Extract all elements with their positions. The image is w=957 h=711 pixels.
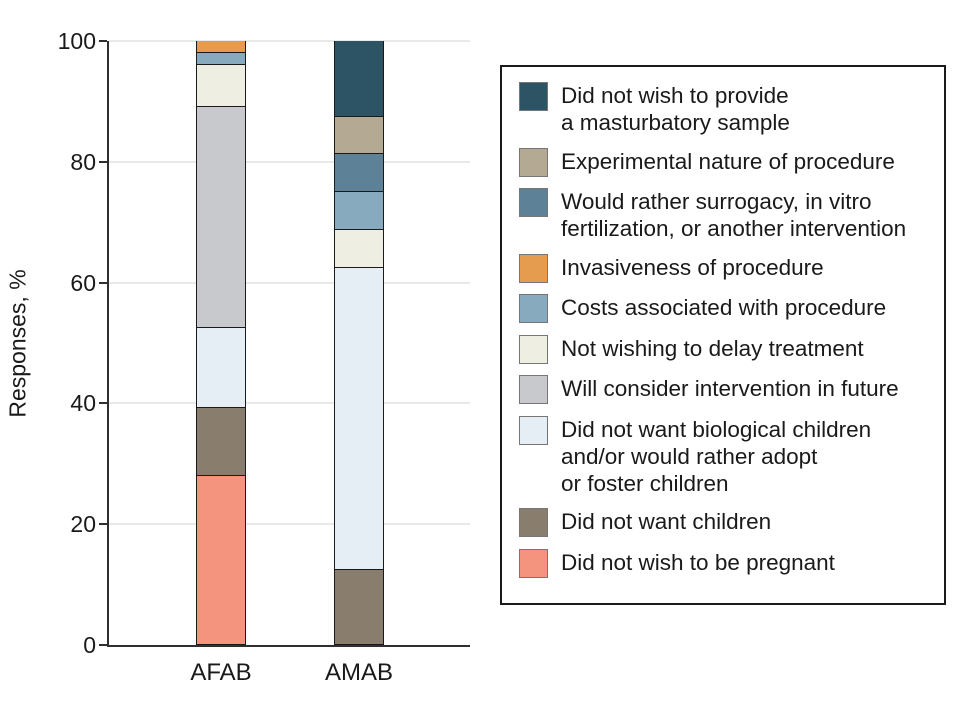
gridline-40 (109, 402, 470, 405)
legend-swatch-icy (519, 415, 548, 445)
y-tick-label-100: 100 (57, 28, 96, 54)
plot-area: 0 20 40 60 80 100 AFAB AMAB (58, 28, 470, 686)
legend-item: Not wishing to delay treatment (519, 334, 930, 364)
legend-item: Costs associated with procedure (519, 294, 930, 323)
legend-swatch-brown (519, 508, 548, 537)
legend: Did not wish to provide a masturbatory sa… (500, 65, 946, 605)
legend-label: Invasiveness of procedure (561, 254, 824, 280)
y-axis-line (107, 41, 109, 647)
y-tick-label-0: 0 (83, 632, 96, 658)
y-tick-80 (99, 160, 107, 163)
x-tick-label-afab: AFAB (190, 659, 252, 686)
legend-label: Would rather surrogacy, in vitro fertiliz… (561, 189, 907, 241)
legend-label: Did not wish to provide a masturbatory sa… (561, 83, 790, 135)
legend-item: Did not want biological children and/or w… (519, 415, 930, 497)
bar-segment-brown (197, 406, 245, 475)
x-tick-label-amab: AMAB (324, 659, 393, 686)
legend-swatch-steel_light (519, 294, 548, 323)
legend-swatch-cream (519, 334, 548, 364)
bar-segment-orange (197, 41, 245, 53)
legend-item: Did not want children (519, 508, 930, 537)
y-tick-label-80: 80 (70, 148, 96, 175)
bar-segment-icy (197, 326, 245, 407)
bar-segment-cream (197, 64, 245, 106)
bar-segment-teal (335, 41, 383, 116)
legend-swatch-orange (519, 253, 548, 283)
legend-swatch-teal (519, 82, 548, 111)
bar-segment-steel_dark (335, 153, 383, 191)
legend-item: Experimental nature of procedure (519, 147, 930, 177)
y-tick-100 (99, 40, 107, 42)
y-tick-label-20: 20 (70, 511, 96, 538)
bar-segment-steel_light (197, 52, 245, 65)
y-tick-40 (99, 402, 107, 405)
bar-segment-salmon (197, 474, 245, 644)
legend-item: Would rather surrogacy, in vitro fertiliz… (519, 188, 930, 242)
legend-item: Did not wish to provide a masturbatory sa… (519, 82, 930, 136)
legend-item: Did not wish to be pregnant (519, 548, 930, 578)
legend-item: Invasiveness of procedure (519, 253, 930, 283)
bar-segment-gray (197, 105, 245, 327)
legend-label: Costs associated with procedure (561, 295, 887, 320)
y-tick-20 (99, 523, 107, 526)
legend-label: Not wishing to delay treatment (561, 335, 864, 361)
y-tick-label-40: 40 (70, 390, 96, 417)
gridline-60 (109, 281, 470, 284)
legend-swatch-salmon (519, 548, 548, 578)
legend-swatch-gray (519, 375, 548, 404)
gridline-20 (109, 523, 470, 526)
legend-label: Did not want biological children and/or w… (561, 416, 872, 496)
bar-afab (196, 41, 246, 645)
bar-segment-icy (335, 266, 383, 569)
y-tick-60 (99, 281, 107, 284)
legend-swatch-steel_dark (519, 188, 548, 217)
gridline-100 (109, 40, 470, 42)
gridline-80 (109, 160, 470, 163)
bar-amab (334, 41, 384, 645)
legend-label: Experimental nature of procedure (561, 148, 895, 174)
legend-label: Did not want children (561, 509, 772, 534)
y-tick-label-60: 60 (70, 269, 96, 296)
bar-segment-steel_light (335, 191, 383, 229)
x-axis-line (107, 645, 470, 647)
y-axis-title: Responses, % (4, 269, 31, 418)
bar-segment-cream (335, 228, 383, 267)
legend-item: Will consider intervention in future (519, 375, 930, 404)
y-tick-0 (99, 644, 107, 646)
bar-segment-tan (335, 115, 383, 154)
legend-label: Will consider intervention in future (561, 376, 899, 401)
legend-swatch-tan (519, 147, 548, 177)
bar-segment-brown (335, 568, 383, 644)
legend-label: Did not wish to be pregnant (561, 549, 835, 575)
